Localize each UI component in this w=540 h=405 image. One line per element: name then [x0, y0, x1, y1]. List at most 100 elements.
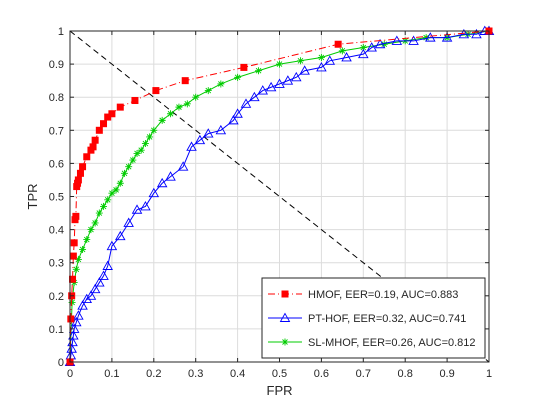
x-tick-label: 0.3 — [188, 368, 203, 380]
data-point — [181, 77, 189, 85]
data-point — [66, 343, 77, 353]
data-point — [186, 141, 197, 151]
data-point — [67, 315, 75, 323]
data-point — [100, 120, 108, 128]
data-point — [177, 161, 189, 171]
data-point — [108, 110, 116, 118]
data-point — [158, 116, 166, 124]
x-tick-label: 0.8 — [398, 368, 413, 380]
data-point — [91, 219, 99, 227]
data-point — [374, 38, 386, 49]
x-tick-label: 0.4 — [230, 368, 245, 380]
y-tick-label: 0.1 — [49, 324, 64, 336]
data-point — [358, 48, 369, 59]
data-point — [249, 91, 260, 102]
legend-swatch-marker — [281, 338, 289, 346]
data-point — [338, 47, 346, 55]
legend-item: SL-MHOF, EER=0.26, AUC=0.812 — [268, 337, 476, 349]
data-point — [366, 42, 377, 52]
data-point — [203, 128, 214, 138]
data-point — [391, 35, 403, 45]
data-point — [152, 87, 160, 95]
legend-item: HMOF, EER=0.19, AUC=0.883 — [268, 289, 458, 301]
data-point — [115, 230, 126, 241]
data-point — [408, 35, 419, 45]
data-point — [194, 134, 206, 145]
data-point — [422, 34, 430, 42]
x-axis-label: FPR — [267, 383, 293, 398]
data-point — [95, 126, 103, 134]
data-point — [100, 202, 108, 210]
y-tick-label: 0 — [58, 357, 64, 369]
data-point — [116, 103, 124, 111]
data-point — [156, 177, 168, 188]
data-point — [217, 80, 225, 88]
data-point — [70, 239, 78, 247]
y-tick-label: 0.4 — [49, 225, 64, 237]
data-point — [98, 270, 109, 280]
y-tick-label: 0.9 — [49, 59, 64, 71]
data-point — [68, 330, 79, 340]
data-point — [131, 204, 143, 214]
data-point — [204, 87, 212, 95]
data-point — [106, 240, 118, 251]
data-point — [296, 57, 304, 65]
data-point — [425, 32, 436, 42]
data-point — [192, 93, 200, 101]
data-point — [175, 103, 183, 111]
data-point — [146, 133, 154, 141]
data-point — [165, 171, 176, 181]
x-tick-label: 0.9 — [439, 368, 454, 380]
data-point — [102, 260, 113, 270]
data-point — [79, 163, 87, 171]
data-point — [215, 124, 227, 135]
data-point — [125, 163, 133, 171]
data-point — [123, 217, 134, 227]
axis-ticks: 0 0.1 0.2 0.3 0.4 0.5 0.6 0.7 0.8 0.9 1 0 0.1 0.2 0.3 0… — [49, 26, 492, 380]
data-point — [69, 252, 77, 260]
data-point — [129, 156, 137, 164]
data-point — [240, 63, 248, 71]
y-tick-label: 0.3 — [49, 258, 64, 270]
data-point — [85, 290, 97, 300]
data-point — [81, 293, 93, 304]
data-point — [232, 108, 243, 118]
data-point — [290, 71, 302, 82]
data-point — [441, 32, 453, 42]
data-point — [131, 97, 139, 105]
data-point — [137, 146, 145, 154]
data-point — [150, 126, 158, 134]
data-point — [116, 179, 124, 187]
y-axis-label: TPR — [25, 184, 40, 210]
data-point — [341, 52, 352, 62]
data-point — [148, 187, 160, 198]
data-point — [76, 169, 84, 177]
data-point — [79, 245, 87, 253]
data-point — [74, 255, 82, 263]
data-point — [274, 78, 285, 88]
series-1 — [64, 25, 495, 366]
legend-swatch-marker — [281, 290, 289, 298]
data-point — [228, 114, 239, 125]
data-point — [95, 209, 103, 217]
data-point — [257, 85, 269, 95]
data-point — [72, 212, 80, 220]
data-point — [183, 100, 191, 108]
data-point — [133, 149, 141, 157]
data-point — [89, 143, 97, 151]
data-point — [74, 176, 82, 184]
data-point — [265, 81, 277, 92]
data-point — [68, 298, 76, 306]
data-point — [89, 283, 101, 294]
y-tick-label: 0.2 — [49, 291, 64, 303]
data-point — [72, 265, 80, 273]
data-point — [140, 201, 151, 211]
legend-label: HMOF, EER=0.19, AUC=0.883 — [308, 289, 458, 301]
data-point — [108, 189, 116, 197]
data-point — [234, 73, 242, 81]
x-tick-label: 0.1 — [104, 368, 119, 380]
data-point — [299, 65, 310, 75]
data-point — [471, 28, 482, 39]
x-tick-label: 0.7 — [356, 368, 371, 380]
data-point — [120, 169, 128, 177]
